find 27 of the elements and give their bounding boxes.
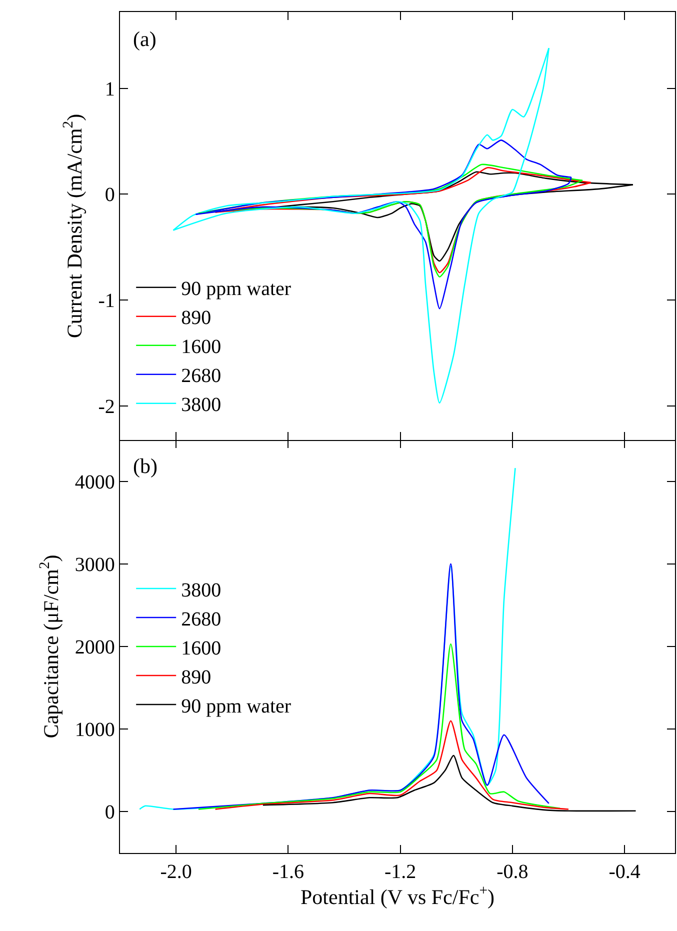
legend-label: 90 ppm water (181, 695, 292, 718)
x-tick-label: -1.6 (272, 861, 304, 884)
legend-label: 890 (181, 666, 212, 688)
annotation: (a) (133, 27, 156, 51)
y-tick-label: 1000 (74, 719, 115, 742)
x-axis-title: Potential (V vs Fc/Fc$^{+}$) (300, 883, 494, 909)
legend-label: 1600 (181, 336, 222, 358)
y-tick-label: -1 (98, 290, 115, 312)
y-tick-label: -2 (98, 396, 115, 418)
legend-label: 90 ppm water (181, 278, 292, 300)
legend-label: 3800 (181, 579, 222, 602)
legend-label: 890 (181, 307, 212, 330)
legend-label: 2680 (181, 365, 222, 388)
x-tick-label: -0.4 (608, 861, 640, 884)
legend-label: 1600 (181, 637, 222, 660)
x-tick-label: -0.8 (496, 861, 528, 884)
annotation: (b) (133, 454, 158, 478)
legend-label: 3800 (181, 394, 222, 416)
y-tick-label: 4000 (74, 471, 115, 494)
y-tick-label: 0 (104, 802, 115, 824)
y-tick-label: 1 (104, 78, 115, 100)
x-tick-label: -2.0 (160, 861, 192, 884)
legend-label: 2680 (181, 608, 222, 630)
y-tick-label: 3000 (74, 554, 115, 576)
y-tick-label: 0 (104, 184, 115, 206)
x-tick-label: -1.2 (384, 861, 416, 884)
y-tick-label: 2000 (74, 636, 115, 658)
